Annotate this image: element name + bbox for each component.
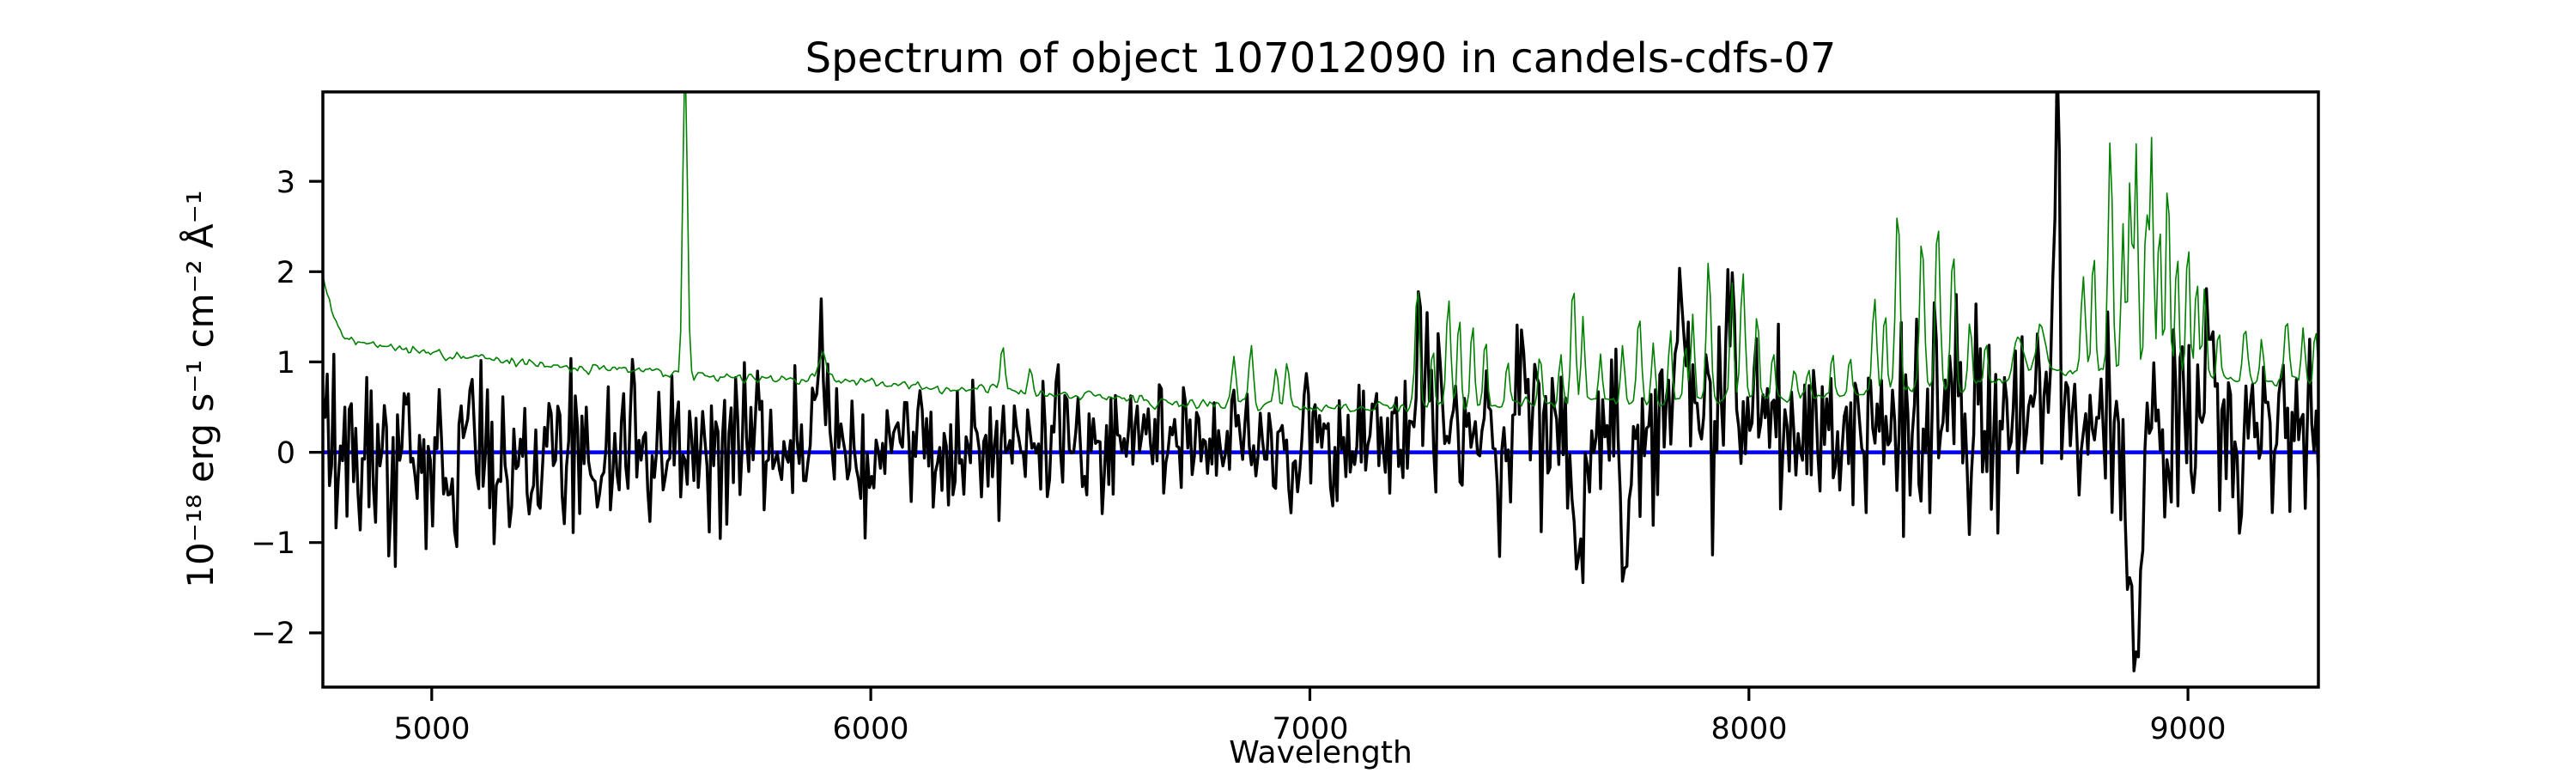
axes-spines <box>321 90 2320 689</box>
x-axis-label: Wavelength <box>1229 735 1413 770</box>
y-tick-label-2: 2 <box>276 256 295 290</box>
y-tick-label-0: 0 <box>276 436 295 471</box>
plot-title: Spectrum of object 107012090 in candels-… <box>805 34 1837 82</box>
y-tick-label-1: 1 <box>276 346 295 380</box>
y-tick-label-neg2: −2 <box>251 617 295 651</box>
axis-tick-marks <box>309 180 2190 701</box>
x-tick-label-6000: 6000 <box>832 712 908 746</box>
flux-spectrum-line <box>323 92 2318 673</box>
x-tick-label-8000: 8000 <box>1710 712 1787 746</box>
y-tick-label-3: 3 <box>276 166 295 200</box>
error-spectrum-line <box>323 92 2318 412</box>
x-tick-label-7000: 7000 <box>1272 712 1348 746</box>
x-tick-label-5000: 5000 <box>393 712 470 746</box>
x-tick-label-9000: 9000 <box>2149 712 2226 746</box>
y-tick-label-neg1: −1 <box>251 526 295 561</box>
plot-area <box>323 92 2318 673</box>
y-axis-label: 10⁻¹⁸ erg s⁻¹ cm⁻² Å⁻¹ <box>179 190 222 587</box>
